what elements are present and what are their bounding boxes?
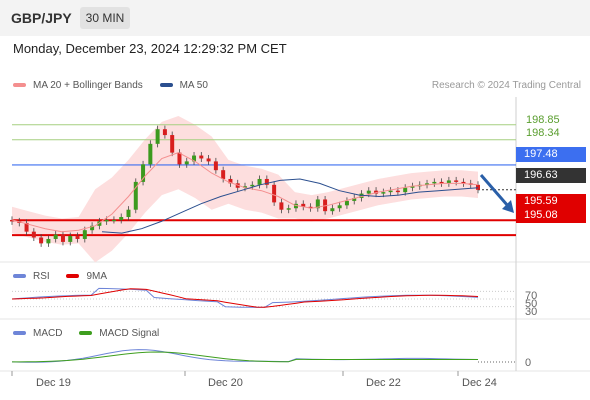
candle-body [425, 183, 430, 185]
candle-body [388, 190, 393, 193]
candle-body [90, 225, 95, 231]
macd-signal-line [12, 351, 478, 363]
rsi-legend: RSI 9MA [13, 271, 121, 282]
candle-body [279, 202, 284, 210]
candle-body [75, 236, 80, 239]
rsi-9ma-line [11, 288, 479, 308]
forecast-arrow [479, 174, 510, 207]
x-tick-dec19: Dec 19 [36, 377, 71, 389]
candle-body [293, 203, 298, 209]
candle-body [170, 135, 175, 153]
candle-body [308, 206, 313, 209]
candle-body [111, 219, 116, 222]
candle-body [454, 180, 459, 182]
candle-body [24, 222, 29, 232]
legend-rsi-9ma: 9MA [66, 271, 107, 282]
candle-body [162, 129, 167, 136]
candle-body [359, 193, 364, 198]
candle-body [104, 219, 109, 222]
candle-body [330, 208, 335, 212]
candle-body [301, 203, 306, 207]
candle-body [403, 187, 408, 193]
chart-datetime: Monday, December 23, 2024 12:29:32 PM CE… [13, 41, 287, 56]
macd-legend: MACD MACD Signal [13, 328, 173, 339]
candle-body [344, 200, 349, 206]
candle-body [60, 234, 65, 242]
candle-body [337, 205, 342, 209]
candle-body [46, 238, 51, 244]
x-tick-dec22: Dec 22 [366, 377, 401, 389]
candle-body [381, 192, 386, 194]
candle-body [155, 129, 160, 144]
candle-body [97, 221, 102, 226]
candle-body [446, 180, 451, 184]
level-label-198-34: 198.34 [526, 127, 560, 139]
level-tag-195-08: 195.08 [516, 208, 586, 223]
candle-body [199, 155, 204, 159]
candle-body [286, 208, 291, 210]
candle-body [476, 184, 480, 190]
chart-header: GBP/JPY 30 MIN [0, 0, 590, 36]
last-price-tag: 196.63 [516, 168, 586, 183]
level-label-198-85: 198.85 [526, 114, 560, 126]
candle-body [323, 199, 328, 212]
candle-body [148, 143, 153, 165]
candle-body [432, 181, 437, 184]
legend-macd-signal: MACD Signal [79, 328, 159, 339]
candle-body [257, 178, 262, 185]
rsi-tick-70: 70 [525, 290, 538, 302]
candle-body [192, 155, 197, 162]
candle-body [395, 190, 400, 193]
candle-body [272, 184, 277, 203]
candle-body [141, 164, 146, 182]
candle-body [184, 161, 189, 165]
candle-body [264, 178, 269, 185]
candle-body [228, 178, 233, 184]
candle-body [221, 170, 226, 179]
level-tag-195-59: 195.59 [516, 194, 586, 209]
candle-body [439, 181, 444, 184]
macd-tick-0: 0 [525, 357, 532, 369]
symbol-title: GBP/JPY [11, 10, 72, 26]
candle-body [119, 217, 124, 220]
candle-body [366, 190, 371, 194]
candle-body [243, 186, 247, 188]
level-tag-197-48: 197.48 [516, 147, 586, 162]
ma20-line [11, 152, 479, 233]
candle-body [213, 161, 218, 171]
legend-ma50: MA 50 [159, 80, 208, 91]
macd-line [11, 349, 479, 363]
legend-ma20: MA 20 + Bollinger Bands [13, 80, 143, 91]
forecast-arrow-head [502, 200, 514, 213]
candle-body [352, 197, 357, 201]
ma50-line [101, 178, 479, 234]
candle-body [68, 236, 73, 242]
candle-body [315, 199, 320, 209]
interval-badge[interactable]: 30 MIN [80, 7, 130, 29]
candle-body [82, 230, 87, 239]
legend-macd: MACD [13, 328, 62, 339]
candle-body [410, 186, 415, 188]
candle-body [133, 181, 138, 210]
legend-rsi: RSI [13, 271, 50, 282]
candle-body [177, 152, 182, 165]
x-tick-dec24: Dec 24 [462, 377, 497, 389]
x-tick-dec20: Dec 20 [208, 377, 243, 389]
candle-body [31, 231, 36, 238]
candle-body [206, 158, 211, 162]
price-legend: MA 20 + Bollinger Bands MA 50 [13, 80, 222, 91]
candle-body [461, 181, 466, 184]
rsi-tick-30: 30 [525, 306, 538, 318]
candle-body [39, 237, 44, 244]
rsi-tick-50: 50 [525, 298, 538, 310]
candle-body [250, 184, 255, 187]
research-credit: Research © 2024 Trading Central [431, 80, 581, 91]
candle-body [10, 219, 14, 222]
candle-body [126, 209, 131, 218]
candle-body [53, 234, 58, 239]
